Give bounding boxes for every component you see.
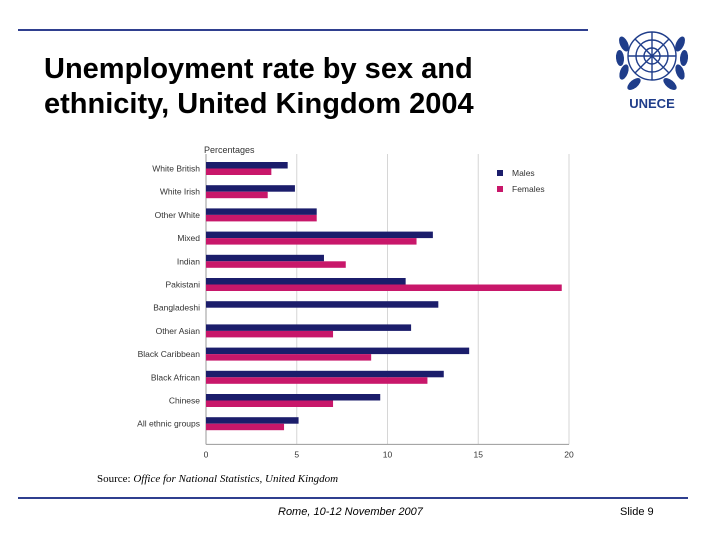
males-bar: [206, 278, 406, 285]
x-tick-label: 10: [383, 449, 393, 459]
un-emblem-icon: [615, 31, 689, 90]
top-rule: [18, 29, 588, 31]
source-note: Source: Office for National Statistics, …: [97, 473, 338, 485]
category-label: Black African: [151, 372, 200, 382]
females-bar: [206, 214, 317, 222]
legend-swatch: [497, 186, 503, 192]
source-text: Office for National Statistics, United K…: [133, 473, 339, 485]
x-tick-label: 15: [474, 449, 484, 459]
males-bar: [206, 301, 439, 308]
category-label: Indian: [177, 256, 200, 266]
legend-label: Females: [512, 184, 545, 194]
males-bar: [206, 394, 381, 401]
females-bar: [206, 354, 372, 361]
males-bar: [206, 231, 433, 239]
slide-title: Unemployment rate by sex and ethnicity, …: [44, 53, 474, 120]
category-label: All ethnic groups: [137, 419, 200, 429]
unemployment-bar-chart: 0 5 10 15 20 Percentages White British White Ir…: [137, 145, 574, 459]
footer-event: Rome, 10-12 November 2007: [278, 506, 423, 518]
females-bar: [206, 238, 417, 245]
category-label: Pakistani: [166, 280, 201, 290]
category-label: Mixed: [177, 233, 200, 243]
slide-number: Slide 9: [620, 506, 654, 518]
males-bar: [206, 370, 444, 378]
females-bar: [206, 168, 272, 175]
category-label: Bangladeshi: [153, 303, 200, 313]
category-label: Black Caribbean: [138, 349, 201, 359]
source-prefix: Source:: [97, 473, 131, 485]
category-label: Other White: [155, 210, 201, 220]
females-bar: [206, 191, 268, 199]
category-label: White Irish: [160, 187, 200, 197]
males-bar: [206, 347, 470, 355]
category-label: Other Asian: [156, 326, 201, 336]
males-bar: [206, 185, 295, 192]
females-bar: [206, 400, 334, 407]
females-bar: [206, 284, 562, 291]
males-bar: [206, 417, 299, 424]
x-tick-label: 5: [294, 449, 299, 459]
females-bar: [206, 377, 428, 384]
logo-text: UNECE: [629, 96, 675, 111]
category-label: White British: [152, 164, 200, 174]
males-bar: [206, 254, 324, 262]
males-bar: [206, 162, 288, 169]
females-bar: [206, 330, 334, 338]
x-tick-label: 20: [564, 449, 574, 459]
females-bar: [206, 423, 285, 431]
females-bar: [206, 261, 346, 268]
x-tick-label: 0: [204, 449, 209, 459]
y-axis-label: Percentages: [204, 145, 255, 155]
legend-swatch: [497, 170, 503, 176]
bottom-rule: [18, 497, 688, 499]
category-label: Chinese: [169, 396, 200, 406]
males-bar: [206, 324, 412, 331]
males-bar: [206, 208, 317, 215]
legend-label: Males: [512, 168, 535, 178]
